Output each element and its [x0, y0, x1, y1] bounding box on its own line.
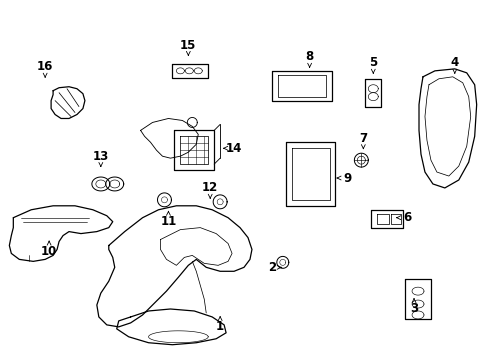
Text: 8: 8	[305, 50, 313, 63]
Text: 9: 9	[343, 171, 351, 185]
Text: 14: 14	[225, 142, 242, 155]
Text: 16: 16	[37, 60, 53, 73]
Text: 6: 6	[402, 211, 410, 224]
Text: 13: 13	[93, 150, 109, 163]
Text: 12: 12	[202, 181, 218, 194]
Text: 7: 7	[359, 132, 366, 145]
Text: 15: 15	[180, 39, 196, 51]
Text: 5: 5	[368, 57, 377, 69]
Text: 4: 4	[450, 57, 458, 69]
Text: 1: 1	[216, 320, 224, 333]
Text: 2: 2	[267, 261, 275, 274]
Text: 10: 10	[41, 245, 57, 258]
Text: 11: 11	[160, 215, 176, 228]
Text: 3: 3	[409, 302, 417, 315]
